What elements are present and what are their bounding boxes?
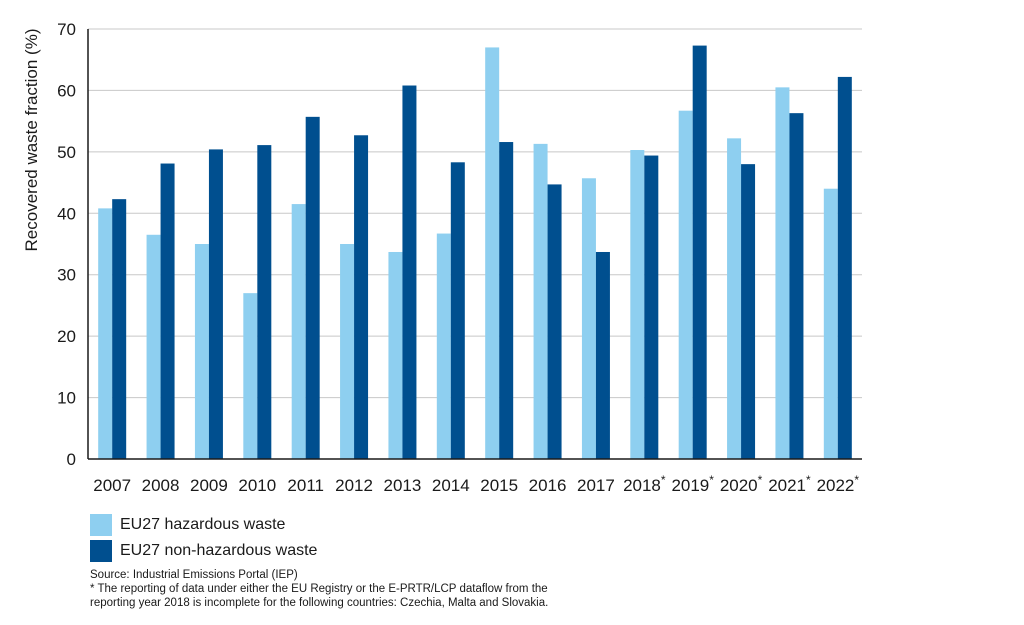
- bar-non-hazardous-2019: [692, 45, 707, 459]
- bar-non-hazardous-2017: [595, 251, 610, 459]
- legend-item-hazardous: EU27 hazardous waste: [90, 512, 317, 538]
- x-tick-label: 2007: [93, 476, 131, 495]
- bar-non-hazardous-2022: [837, 76, 852, 460]
- bar-hazardous-2007: [98, 208, 113, 459]
- bar-hazardous-2008: [146, 234, 161, 459]
- bar-hazardous-2016: [533, 143, 548, 459]
- y-tick-label: 30: [57, 266, 76, 285]
- bar-hazardous-2014: [436, 233, 451, 459]
- bar-non-hazardous-2007: [112, 199, 127, 459]
- bar-hazardous-2022: [823, 188, 838, 459]
- legend: EU27 hazardous waste EU27 non-hazardous …: [90, 512, 317, 564]
- x-tick-label: 2016: [529, 476, 567, 495]
- y-tick-label: 40: [57, 204, 76, 223]
- x-tick-label: 2014: [432, 476, 470, 495]
- x-tick-label: 2013: [384, 476, 422, 495]
- source-note: Source: Industrial Emissions Portal (IEP…: [90, 569, 298, 581]
- x-tick-label: 2022*: [817, 473, 860, 495]
- bar-non-hazardous-2011: [305, 116, 320, 459]
- bar-hazardous-2021: [775, 87, 790, 459]
- x-tick-label: 2021*: [768, 473, 811, 495]
- bar-hazardous-2010: [243, 293, 258, 459]
- bar-non-hazardous-2012: [354, 135, 369, 459]
- x-tick-label: 2011: [287, 476, 324, 495]
- y-tick-label: 60: [57, 81, 76, 100]
- x-tick-label: 2008: [142, 476, 180, 495]
- bar-non-hazardous-2021: [789, 113, 804, 460]
- bars: [98, 45, 852, 460]
- x-tick-label: 2019*: [671, 473, 714, 495]
- y-tick-label: 0: [67, 450, 76, 469]
- y-tick-label: 20: [57, 327, 76, 346]
- bar-hazardous-2019: [678, 110, 693, 459]
- bar-hazardous-2013: [388, 251, 403, 459]
- bar-non-hazardous-2010: [257, 145, 272, 459]
- bar-non-hazardous-2016: [547, 184, 562, 459]
- footnote-line-2: reporting year 2018 is incomplete for th…: [90, 597, 549, 609]
- x-axis-ticks: 2007 2008 2009 2010 2011 2012 2013 2014 2015 2016…: [93, 473, 859, 495]
- bar-non-hazardous-2013: [402, 85, 417, 459]
- legend-swatch-non-hazardous: [90, 540, 112, 562]
- bar-hazardous-2017: [581, 178, 596, 459]
- y-axis-label: Recovered waste fraction (%): [22, 29, 41, 252]
- x-tick-label: 2017: [577, 476, 615, 495]
- footnote-line-1: * The reporting of data under either the…: [90, 583, 548, 595]
- bar-hazardous-2009: [194, 244, 209, 459]
- bar-hazardous-2012: [340, 244, 355, 459]
- legend-label-non-hazardous: EU27 non-hazardous waste: [120, 542, 318, 559]
- x-tick-label: 2010: [238, 476, 276, 495]
- bar-non-hazardous-2018: [644, 155, 659, 460]
- bar-hazardous-2011: [291, 204, 306, 459]
- bar-non-hazardous-2014: [450, 162, 465, 460]
- x-tick-label: 2020*: [720, 473, 763, 495]
- y-tick-label: 70: [57, 20, 76, 39]
- chart-notes: Source: Industrial Emissions Portal (IEP…: [90, 568, 650, 610]
- x-tick-label: 2009: [190, 476, 228, 495]
- bar-non-hazardous-2009: [208, 149, 223, 459]
- bar-chart: 0 10 20 30 40 50 60 70 2007 2008 2009 2010 2011 2012…: [22, 20, 862, 495]
- y-tick-label: 10: [57, 389, 76, 408]
- legend-item-non-hazardous: EU27 non-hazardous waste: [90, 538, 317, 564]
- bar-hazardous-2020: [727, 138, 742, 460]
- x-tick-label: 2015: [480, 476, 518, 495]
- legend-swatch-hazardous: [90, 514, 112, 536]
- y-tick-label: 50: [57, 143, 76, 162]
- x-tick-label: 2012: [335, 476, 373, 495]
- legend-label-hazardous: EU27 hazardous waste: [120, 516, 286, 533]
- bar-hazardous-2015: [485, 47, 500, 460]
- bar-non-hazardous-2008: [160, 163, 175, 459]
- x-tick-label: 2018*: [623, 473, 666, 495]
- bar-non-hazardous-2020: [741, 164, 756, 459]
- y-axis-ticks: 0 10 20 30 40 50 60 70: [57, 20, 76, 469]
- bar-hazardous-2018: [630, 150, 645, 459]
- bar-non-hazardous-2015: [499, 142, 514, 459]
